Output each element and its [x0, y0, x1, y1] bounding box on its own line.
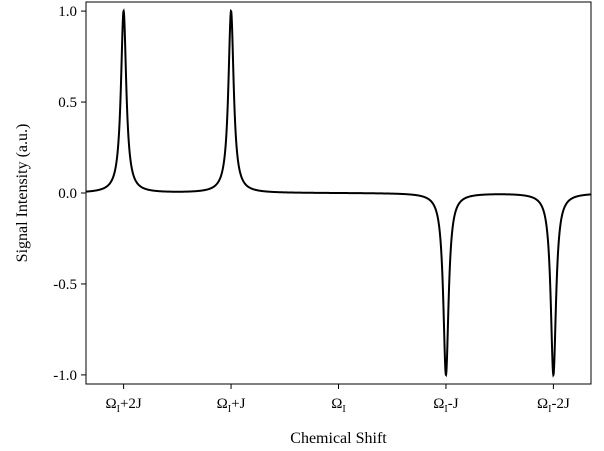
- y-tick-label: 1.0: [58, 4, 77, 20]
- y-axis-label: Signal Intensity (a.u.): [14, 124, 31, 263]
- y-tick-label: -0.5: [53, 277, 77, 293]
- y-tick-label: 0.5: [58, 95, 77, 111]
- y-axis: 1.0 0.5 0.0 -0.5 -1.0: [53, 4, 86, 384]
- x-tick-label: ΩI+J: [217, 396, 246, 415]
- x-tick-label: ΩI-2J: [537, 396, 570, 415]
- x-axis-label: Chemical Shift: [290, 430, 387, 447]
- y-tick-label: 0.0: [58, 186, 77, 202]
- y-tick-label: -1.0: [53, 368, 77, 384]
- x-tick-label: ΩI+2J: [105, 396, 141, 415]
- x-tick-label: ΩI: [331, 396, 346, 415]
- spectrum-line: [85, 8, 592, 378]
- x-axis: ΩI+2J ΩI+J ΩI ΩI-J ΩI-2J: [105, 384, 570, 415]
- x-tick-label: ΩI-J: [433, 396, 458, 415]
